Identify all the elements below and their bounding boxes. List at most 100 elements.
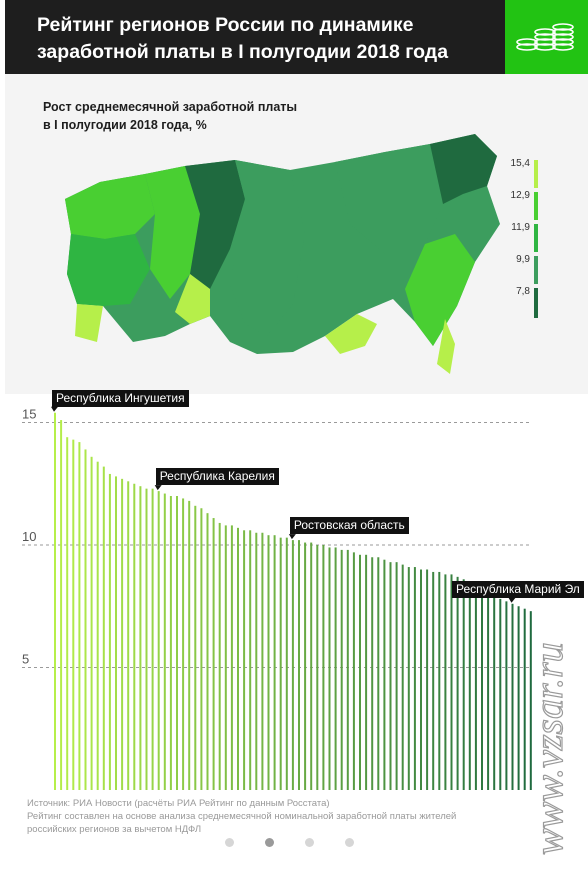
bar (389, 562, 392, 790)
map-region-ural (145, 166, 200, 299)
bar (340, 549, 343, 790)
map-region-yamal (185, 160, 245, 289)
bar (151, 488, 154, 790)
bar (487, 591, 490, 790)
title-line-1: Рейтинг регионов России по динамике (37, 14, 414, 36)
bar (529, 611, 532, 790)
bar (462, 579, 465, 790)
bar (255, 532, 258, 790)
bar (273, 535, 276, 790)
bar (474, 584, 477, 790)
source-note: Источник: РИА Новости (расчёты РИА Рейти… (27, 797, 527, 836)
bar (316, 545, 319, 790)
bar (456, 576, 459, 790)
bar (169, 496, 172, 790)
bar (163, 493, 166, 790)
bar (438, 571, 441, 790)
bar (505, 601, 508, 790)
bar (334, 547, 337, 790)
y-tick-label: 15 (22, 407, 36, 422)
pager-dot-4[interactable] (345, 838, 354, 847)
callout-pointer (288, 534, 296, 540)
bar (450, 574, 453, 790)
pager-dot-2[interactable] (265, 838, 274, 847)
bar (249, 530, 252, 790)
bar (96, 461, 99, 790)
bar (176, 496, 178, 790)
bar (298, 540, 300, 790)
bar (84, 449, 87, 790)
bar (346, 549, 349, 790)
bar (108, 473, 111, 790)
legend-label-3: 11,9 (511, 222, 530, 233)
callout-pointer (154, 485, 162, 491)
bar (511, 603, 514, 790)
bar (182, 498, 185, 790)
legend-label-1: 15,4 (510, 158, 530, 169)
bar (78, 442, 81, 790)
bar (377, 557, 380, 790)
map-area (5, 74, 588, 394)
legend-swatch-5 (534, 288, 538, 318)
pager-dot-1[interactable] (225, 838, 234, 847)
source-line-3: российских регионов за вычетом НДФЛ (27, 824, 202, 835)
bar (383, 559, 386, 790)
bar (493, 596, 496, 790)
map-region-sakhalin (437, 319, 455, 374)
legend-label-4: 9,9 (516, 254, 530, 265)
map-region-south (75, 304, 103, 342)
bar (206, 513, 209, 790)
bar (365, 554, 368, 790)
callout-pointer (51, 406, 58, 412)
bar (426, 569, 429, 790)
bar (401, 564, 404, 790)
bar (328, 547, 331, 790)
source-line-1: Источник: РИА Новости (расчёты РИА Рейти… (27, 798, 330, 809)
bar (90, 456, 93, 790)
bar (371, 557, 374, 790)
bar (352, 552, 355, 790)
russia-map (65, 134, 500, 374)
bar (279, 537, 282, 790)
bar-callout: Республика Марий Эл (452, 580, 584, 598)
watermark-text: www.vzsar.ru (526, 642, 571, 855)
legend-label-5: 7,8 (516, 286, 530, 297)
pager-dot-3[interactable] (305, 838, 314, 847)
logo-box (505, 0, 588, 74)
bar (139, 486, 142, 790)
bar (243, 530, 246, 790)
bar (200, 508, 203, 790)
bar (291, 540, 294, 790)
map-region-kurgan (175, 274, 210, 324)
bar (194, 505, 197, 790)
bar (261, 532, 264, 790)
watermark: www.vzsar.ru (525, 642, 571, 856)
bar (145, 488, 148, 790)
page-title: Рейтинг регионов России по динамике зара… (37, 12, 497, 66)
y-tick-label: 10 (22, 529, 36, 544)
bar (420, 569, 422, 790)
bar (212, 518, 215, 790)
header: Рейтинг регионов России по динамике зара… (5, 0, 505, 74)
bar (188, 500, 191, 790)
map-region-center (67, 234, 150, 306)
bar (102, 466, 105, 790)
pager (0, 838, 588, 850)
map-region-zabaikalye (325, 314, 377, 354)
legend-swatch-1 (534, 160, 538, 188)
title-line-2: заработной платы в I полугодии 2018 года (37, 41, 449, 63)
bar (224, 525, 227, 790)
bar (304, 542, 307, 790)
bar (60, 420, 63, 790)
bar (432, 571, 435, 790)
subtitle-line-2: в I полугодии 2018 года, % (43, 118, 207, 132)
legend-swatch-3 (534, 224, 538, 252)
bar (237, 527, 239, 790)
bar-callout: Республика Ингушетия (52, 389, 189, 407)
bar (133, 483, 136, 790)
chart-subtitle: Рост среднемесячной заработной платы в I… (43, 98, 343, 134)
bar (285, 537, 288, 790)
bar-callout: Республика Карелия (155, 468, 279, 486)
bar (481, 586, 483, 790)
bar (157, 491, 160, 790)
